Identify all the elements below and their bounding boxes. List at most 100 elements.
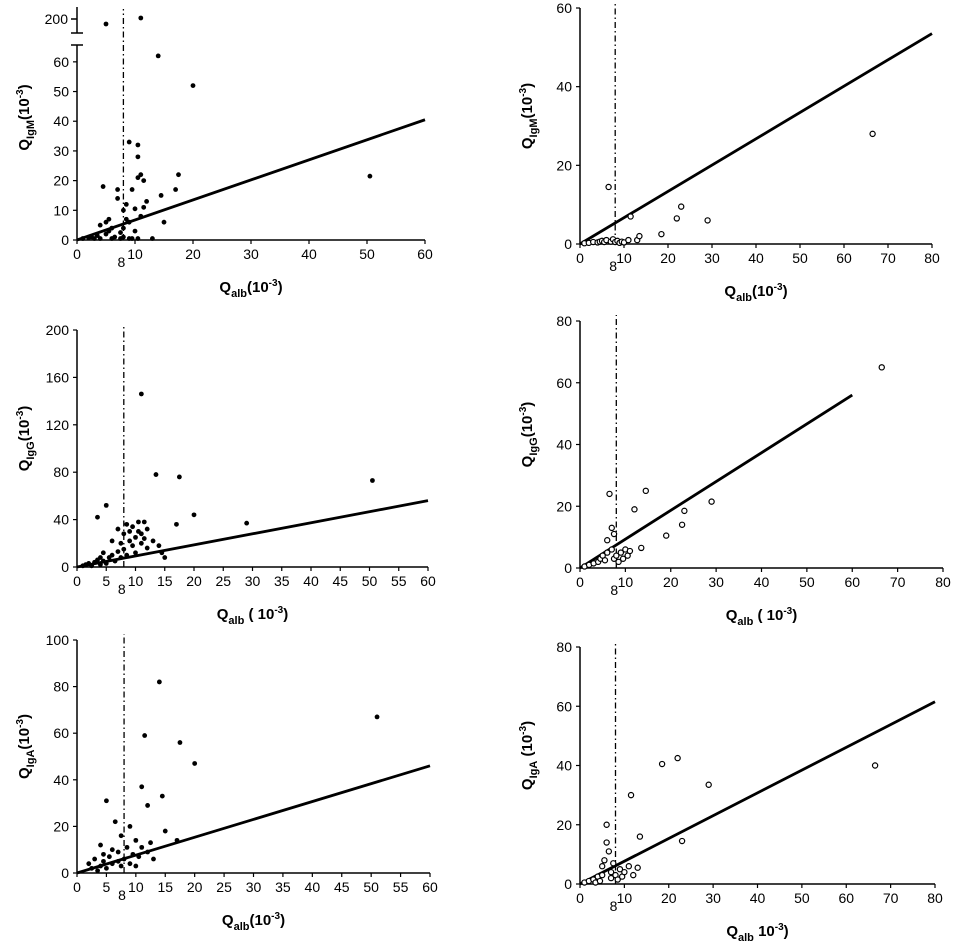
data-point: [638, 544, 645, 552]
data-point: [159, 793, 165, 799]
data-point: [94, 233, 100, 238]
data-point: [141, 178, 147, 184]
data-point: [145, 803, 151, 808]
data-point: [124, 844, 130, 850]
x-tick-label: 50: [359, 246, 375, 262]
data-point: [121, 225, 126, 231]
x-tick-label: 60: [844, 574, 860, 590]
x-tick-label: 40: [750, 890, 766, 906]
data-point: [115, 196, 120, 201]
chart-iga-filled: 0 5 10 15 20 25 30 35 40 45 50 55 60 0 20 40 60 80 100 8 Qal…: [15, 632, 438, 933]
data-point: [98, 555, 103, 560]
regression-line: [579, 700, 936, 886]
data-point: [621, 868, 628, 876]
x-tick-label: 20: [186, 573, 202, 589]
x-tick-label: 45: [332, 573, 348, 589]
y-tick-label: 40: [556, 758, 572, 774]
data-point: [133, 534, 138, 540]
data-point: [127, 861, 133, 867]
data-point: [115, 187, 120, 192]
data-point: [138, 391, 144, 397]
data-point: [627, 213, 634, 220]
data-point: [141, 519, 147, 525]
data-point: [127, 529, 133, 534]
data-point: [596, 877, 604, 885]
data-point: [627, 791, 635, 799]
x-tick-label: 30: [708, 574, 724, 590]
data-point: [112, 234, 118, 240]
y-tick-label: 120: [46, 417, 70, 433]
data-point: [121, 531, 127, 537]
data-point: [153, 472, 159, 477]
y-axis-label: QIgM(10-3): [15, 84, 37, 150]
data-point: [663, 532, 670, 539]
regression-line: [76, 764, 431, 875]
data-point: [139, 844, 145, 850]
data-point: [705, 781, 712, 788]
data-point: [162, 555, 168, 560]
data-point: [151, 856, 156, 862]
data-point: [145, 849, 151, 855]
chart-igg-open: 0 10 20 30 40 50 60 70 80 0 20 40 60 80 8 Qalb ( 10-3) Q…: [518, 313, 951, 628]
x-tick-label: 30: [704, 250, 720, 266]
data-point: [606, 490, 613, 498]
data-point: [607, 868, 615, 876]
y-tick-label: 40: [556, 437, 572, 453]
data-point: [138, 540, 144, 546]
data-point: [174, 837, 180, 843]
data-point: [619, 555, 627, 562]
y-axis-label: QIgA(10-3): [15, 714, 37, 779]
data-point: [115, 526, 121, 532]
x-tick-label: 60: [836, 250, 852, 266]
data-point: [104, 865, 109, 871]
data-point: [673, 215, 681, 222]
y-tick-label: 80: [53, 464, 69, 480]
data-point: [374, 714, 380, 720]
x-tick-label: 10: [616, 250, 632, 266]
data-point: [605, 183, 612, 191]
y-tick-label: 0: [61, 559, 69, 575]
data-point: [126, 139, 132, 145]
data-point: [156, 679, 162, 685]
data-point: [370, 478, 375, 483]
y-tick-label: 20: [53, 818, 69, 834]
x-tick-label: 15: [157, 573, 173, 589]
cutoff-label: 8: [118, 887, 126, 903]
data-point: [144, 199, 150, 204]
data-point: [610, 860, 617, 867]
data-point: [118, 230, 123, 235]
data-point: [244, 520, 250, 526]
data-point: [601, 557, 609, 564]
data-point: [148, 840, 153, 846]
data-point: [109, 552, 115, 558]
data-point: [127, 824, 133, 829]
regression-line: [579, 32, 933, 246]
data-point: [133, 837, 139, 843]
y-axis-label: QIgG(10-3): [15, 406, 37, 472]
data-point: [681, 507, 688, 515]
x-axis-label: Qalb ( 10-3): [726, 606, 798, 628]
data-point: [138, 172, 144, 178]
x-tick-label: 35: [275, 879, 291, 895]
data-point: [598, 863, 606, 870]
data-point: [141, 536, 147, 541]
x-tick-label: 50: [363, 879, 379, 895]
data-point: [123, 216, 129, 222]
data-point: [129, 187, 135, 192]
x-tick-label: 50: [799, 574, 815, 590]
x-tick-label: 5: [103, 879, 111, 895]
x-tick-label: 10: [618, 574, 634, 590]
data-point: [106, 228, 112, 234]
y-tick-label: 60: [556, 0, 572, 16]
cutoff-label: 8: [610, 582, 618, 598]
data-point: [95, 514, 100, 520]
data-point: [101, 851, 106, 857]
x-tick-label: 45: [334, 879, 350, 895]
data-point: [136, 854, 142, 860]
data-point: [86, 861, 92, 867]
data-point: [604, 549, 611, 556]
data-point: [190, 83, 196, 88]
y-axis-label: QIgG(10-3): [518, 402, 540, 468]
x-tick-label: 55: [393, 879, 409, 895]
x-tick-label: 50: [792, 250, 808, 266]
